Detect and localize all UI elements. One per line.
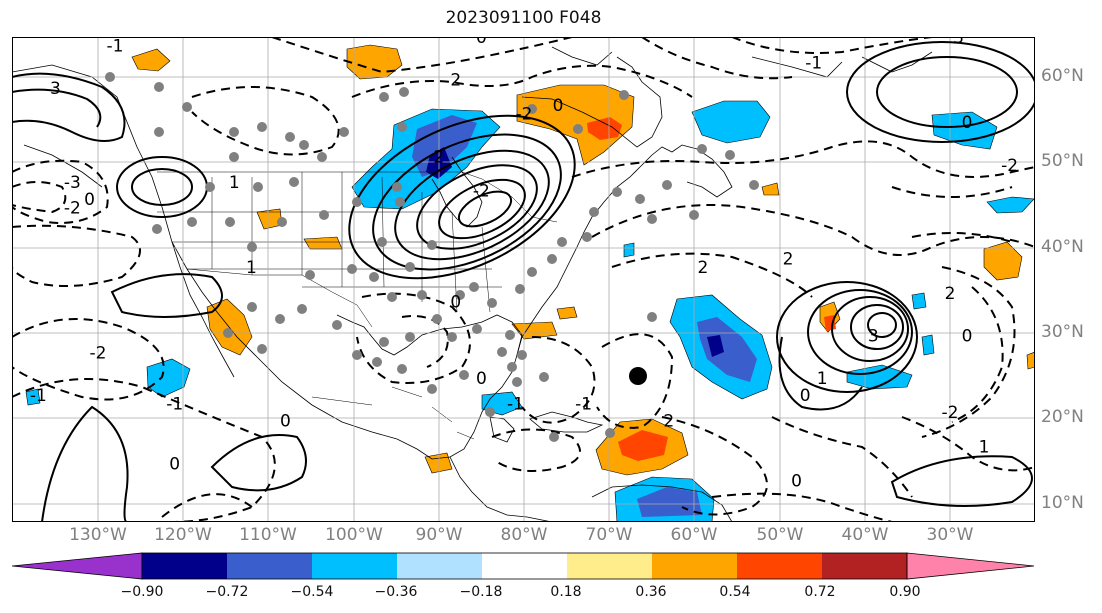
colorbar-cell [227, 553, 312, 579]
contour-value-label: 0 [450, 292, 461, 312]
contour-value-label: 0 [169, 454, 180, 474]
colorbar-label: −0.54 [290, 584, 334, 600]
contour-value-label: -2 [942, 403, 959, 423]
contour-value-label: -2 [90, 344, 107, 364]
colorbar-label: 0.54 [719, 584, 751, 600]
lat-label: 50°N [1041, 151, 1084, 171]
lon-label: 50°W [756, 525, 804, 545]
lat-label: 10°N [1041, 493, 1084, 513]
contour-value-label: 2 [697, 258, 708, 278]
contour-value-label: 0 [84, 190, 95, 210]
contour-value-label: 1 [229, 173, 240, 193]
contour-value-label: -1 [507, 395, 524, 415]
lon-label: 40°W [841, 525, 889, 545]
contour-value-label: 0 [800, 386, 811, 406]
contour-value-label: -1 [166, 395, 183, 415]
dashed-contours [12, 37, 1035, 522]
colorbar-cell [482, 553, 567, 579]
lon-label: 90°W [415, 525, 463, 545]
colorbar-label: −0.18 [459, 584, 503, 600]
colorbar-label: 0.18 [550, 584, 582, 600]
colorbar-label: 0.72 [804, 584, 836, 600]
colorbar-cell [142, 553, 227, 579]
colorbar-cell [567, 553, 652, 579]
contour-value-label: 0 [476, 369, 487, 389]
colorbar-label: 0.90 [889, 584, 921, 600]
lon-label: 70°W [585, 525, 633, 545]
contour-value-label: 3 [50, 79, 61, 99]
contour-value-label: 1 [817, 369, 828, 389]
contour-value-label: -1 [30, 386, 47, 406]
contour-value-label: -1 [575, 395, 592, 415]
contour-value-label: -2 [516, 105, 533, 125]
contour-value-label: -2 [1001, 156, 1018, 176]
contour-value-label: 0 [553, 96, 564, 116]
lon-label: 120°W [154, 525, 212, 545]
contour-value-label: 3 [868, 326, 879, 346]
colorbar-cell [652, 553, 737, 579]
contour-value-label: 2 [945, 284, 956, 304]
contour-value-label: -3 [64, 173, 81, 193]
contour-value-label: 0 [280, 412, 291, 432]
contour-value-label: 0 [962, 113, 973, 133]
lat-label: 30°N [1041, 322, 1084, 342]
colorbar-frame [141, 552, 908, 580]
contour-value-label: 1 [246, 258, 257, 278]
lon-label: 80°W [500, 525, 548, 545]
contour-value-label: -2 [473, 181, 490, 201]
colorbar [12, 552, 1035, 580]
contour-value-label: 2 [433, 147, 444, 167]
lon-label: 130°W [69, 525, 127, 545]
coastlines-and-borders [12, 46, 933, 522]
colorbar-label: 0.36 [635, 584, 667, 600]
contour-value-label: 0 [962, 326, 973, 346]
contour-value-label: -1 [805, 54, 822, 74]
lat-label: 40°N [1041, 237, 1084, 257]
contour-value-label: 0 [791, 471, 802, 491]
lat-label: 60°N [1041, 66, 1084, 86]
map-title: 2023091100 F048 [445, 8, 602, 28]
colorbar-cell [12, 552, 143, 580]
contour-value-label: 2 [663, 412, 674, 432]
contour-value-label: 3 [953, 37, 964, 48]
contour-value-label: 1 [979, 437, 990, 457]
colorbar-label: −0.72 [205, 584, 249, 600]
colorbar-cell [312, 553, 397, 579]
lon-label: 110°W [239, 525, 297, 545]
colorbar-label: −0.36 [374, 584, 418, 600]
lat-label: 20°N [1041, 407, 1084, 427]
contour-value-label: -1 [107, 37, 124, 56]
lon-label: 30°W [926, 525, 974, 545]
lat-lon-grid [12, 37, 1035, 522]
solid-contours [12, 41, 1035, 522]
contour-value-label: -2 [64, 199, 81, 219]
colorbar-label: −0.90 [120, 584, 164, 600]
contour-value-label: 2 [450, 71, 461, 91]
contour-value-label: 2 [783, 250, 794, 270]
lon-label: 100°W [325, 525, 383, 545]
lon-label: 60°W [670, 525, 718, 545]
colorbar-cell [397, 553, 482, 579]
colorbar-cell [822, 553, 907, 579]
contour-value-label: 0 [476, 37, 487, 48]
station-markers [105, 72, 759, 442]
colorbar-cell [906, 552, 1035, 580]
colorbar-cell [737, 553, 822, 579]
storm-center-marker [629, 367, 647, 385]
